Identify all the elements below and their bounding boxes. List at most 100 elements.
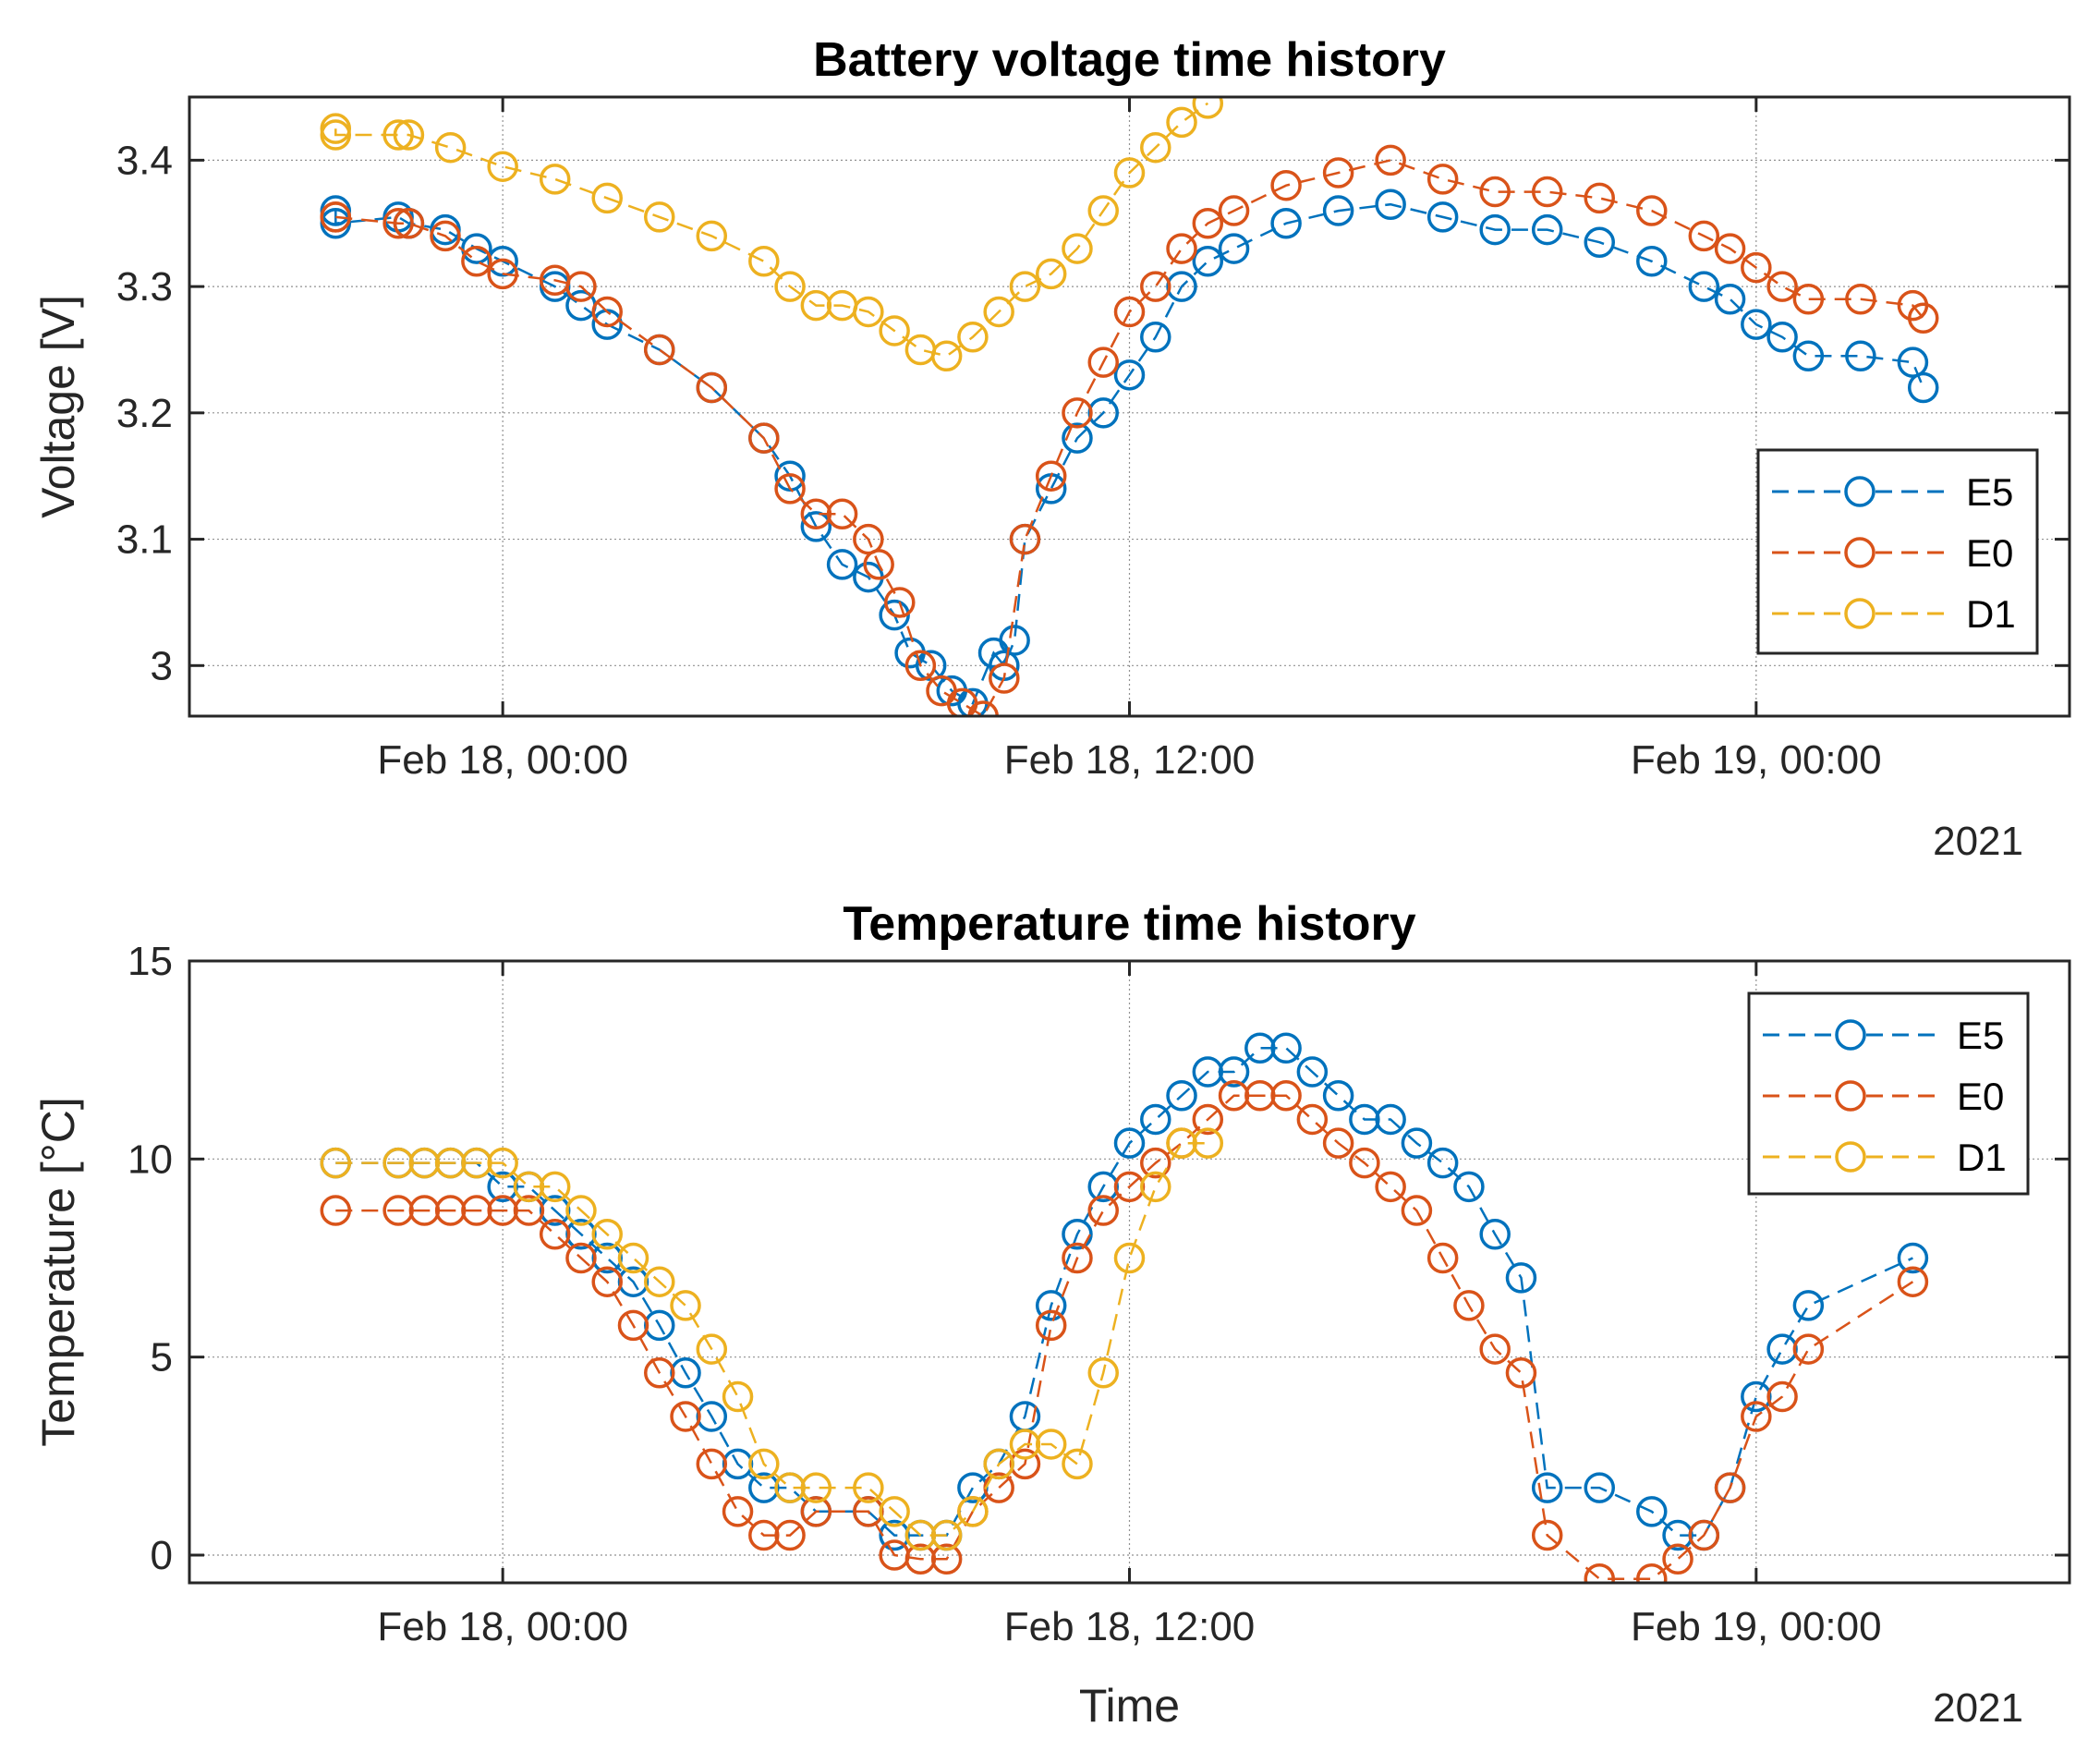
data-point-E0 xyxy=(748,422,780,454)
data-point-E0 xyxy=(904,650,937,682)
data-point-E5 xyxy=(1741,309,1772,340)
data-point-E0 xyxy=(1584,1563,1615,1583)
data-point-D1 xyxy=(1087,195,1119,226)
data-point-E0 xyxy=(1531,1519,1563,1551)
legend-label-E0: E0 xyxy=(1966,531,2013,575)
data-point-E0 xyxy=(1426,164,1459,195)
data-point-E0 xyxy=(1192,207,1224,239)
legend-marker-E5 xyxy=(1844,476,1875,507)
data-point-D1 xyxy=(320,119,352,151)
data-point-D1 xyxy=(565,1195,597,1226)
data-point-E0 xyxy=(1741,251,1772,284)
data-point-D1 xyxy=(644,1266,675,1297)
data-point-E0 xyxy=(670,1401,701,1432)
data-point-E0 xyxy=(696,371,728,404)
data-point-E0 xyxy=(884,587,916,618)
y-tick-label: 3.3 xyxy=(116,264,173,310)
data-point-E0 xyxy=(774,1519,806,1551)
data-point-E5 xyxy=(1062,1219,1093,1250)
data-point-E0 xyxy=(591,296,623,328)
y-tick-label: 5 xyxy=(151,1335,173,1380)
data-point-E5 xyxy=(1192,246,1224,277)
chart-title: Battery voltage time history xyxy=(813,33,1446,87)
data-point-E0 xyxy=(565,1242,597,1274)
data-point-D1 xyxy=(1192,1127,1224,1159)
legend-marker-D1 xyxy=(1844,598,1875,629)
legend-marker-E0 xyxy=(1844,537,1875,568)
data-point-E5 xyxy=(1792,1290,1825,1321)
data-point-E0 xyxy=(696,1448,728,1480)
data-point-E5 xyxy=(1322,1079,1354,1112)
x-tick-label: Feb 18, 12:00 xyxy=(1004,1604,1256,1649)
data-point-E0 xyxy=(1792,1333,1825,1365)
data-point-D1 xyxy=(1009,271,1041,302)
data-point-E0 xyxy=(1688,220,1720,252)
data-point-D1 xyxy=(983,1448,1014,1480)
data-point-E0 xyxy=(1662,1543,1693,1575)
series-E0 xyxy=(320,144,1939,716)
data-point-E5 xyxy=(1584,226,1615,258)
data-point-D1 xyxy=(696,1333,728,1365)
legend-entry-E5: E5 xyxy=(1763,1014,2004,1057)
data-point-E5 xyxy=(1401,1127,1433,1159)
y-tick-label: 15 xyxy=(127,939,173,984)
legend-marker-E5 xyxy=(1835,1019,1866,1051)
data-point-E0 xyxy=(1714,1472,1746,1503)
data-point-E0 xyxy=(1009,523,1041,555)
data-point-E5 xyxy=(1505,1262,1537,1294)
data-point-D1 xyxy=(591,182,623,214)
data-point-E0 xyxy=(1140,1147,1171,1179)
data-point-E0 xyxy=(1322,157,1354,188)
data-point-E0 xyxy=(1218,195,1250,226)
data-point-E5 xyxy=(1479,1219,1511,1250)
data-point-E0 xyxy=(393,207,425,239)
data-point-D1 xyxy=(696,220,728,252)
legend: E5 E0 D1 xyxy=(1756,448,2039,655)
data-point-E0 xyxy=(1401,1195,1433,1226)
series-layer xyxy=(320,1032,1929,1583)
data-point-E5 xyxy=(1113,359,1146,391)
legend-label-E0: E0 xyxy=(1957,1075,2004,1118)
series-line-E0 xyxy=(335,159,1924,716)
data-point-E0 xyxy=(1636,195,1668,226)
data-point-E5 xyxy=(1375,188,1406,220)
data-point-E5 xyxy=(1166,1079,1197,1112)
y-tick-label: 10 xyxy=(127,1137,173,1182)
data-point-E5 xyxy=(1062,422,1093,454)
data-point-E0 xyxy=(461,246,492,277)
y-tick-label: 3.1 xyxy=(116,517,173,563)
data-point-E5 xyxy=(826,549,858,580)
data-point-E0 xyxy=(1035,460,1067,492)
data-point-D1 xyxy=(1113,1242,1146,1274)
series-D1 xyxy=(320,1127,1224,1551)
data-point-E5 xyxy=(1140,1103,1171,1136)
data-point-D1 xyxy=(800,1472,832,1503)
data-point-E0 xyxy=(487,258,518,290)
data-point-E0 xyxy=(1907,302,1939,334)
data-point-D1 xyxy=(1140,1171,1171,1203)
data-point-E0 xyxy=(1166,233,1197,264)
data-point-E0 xyxy=(1505,1357,1537,1389)
data-point-D1 xyxy=(957,1496,989,1527)
data-point-E0 xyxy=(1270,1079,1302,1112)
data-point-D1 xyxy=(774,271,806,302)
series-line-E5 xyxy=(334,202,1924,706)
data-point-E5 xyxy=(999,625,1030,656)
data-point-E0 xyxy=(1062,1242,1093,1274)
y-axis-label: Temperature [°C] xyxy=(32,1097,84,1446)
data-point-E5 xyxy=(1531,213,1563,246)
data-point-D1 xyxy=(748,246,780,277)
data-point-E0 xyxy=(1479,1333,1511,1365)
series-line-E0 xyxy=(335,1094,1914,1580)
data-point-D1 xyxy=(1113,157,1146,188)
data-point-E5 xyxy=(1636,1496,1668,1527)
data-point-E0 xyxy=(774,473,806,505)
data-point-E0 xyxy=(430,220,461,252)
data-point-E0 xyxy=(1087,347,1119,378)
data-point-D1 xyxy=(1035,1429,1067,1460)
data-point-E5 xyxy=(1766,322,1798,353)
legend-entry-E0: E0 xyxy=(1763,1075,2004,1118)
y-tick-label: 3.2 xyxy=(116,391,173,436)
data-point-D1 xyxy=(434,131,467,164)
data-point-E0 xyxy=(1375,1171,1406,1203)
